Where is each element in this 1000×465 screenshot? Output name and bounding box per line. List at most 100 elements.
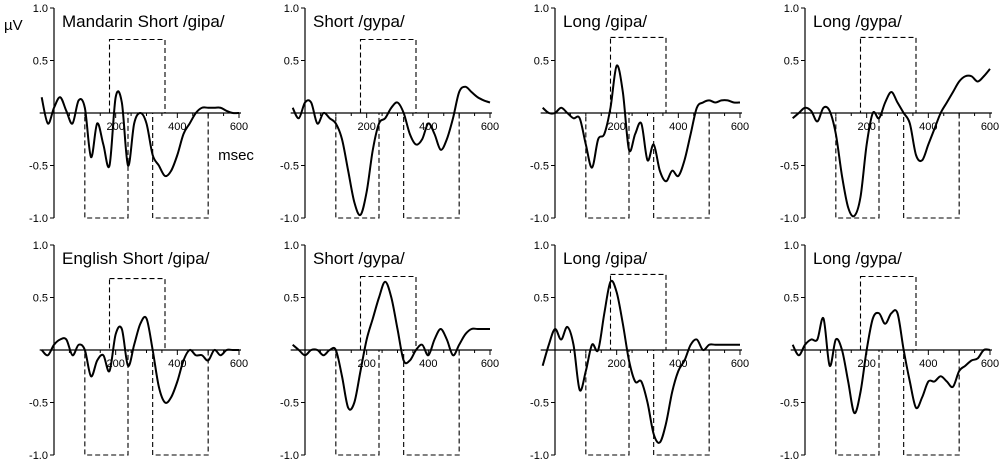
analysis-window xyxy=(903,349,960,456)
y-tick-label: -1.0 xyxy=(280,213,299,225)
y-tick-label: 0.5 xyxy=(33,293,48,305)
x-tick-label: 600 xyxy=(731,121,749,133)
panel-title: Mandarin Short /gipa/ xyxy=(62,12,225,31)
panel-4: 1.0 0.5 -0.5 -1.0 200 400 600 Long /gypa/ xyxy=(780,3,999,225)
x-tick-label: 400 xyxy=(669,358,687,370)
y-tick-label: -0.5 xyxy=(530,161,549,173)
panel-title: Long /gypa/ xyxy=(813,12,902,31)
y-tick-label: -0.5 xyxy=(280,398,299,410)
y-tick-label: 0.5 xyxy=(284,293,299,305)
y-tick-label: 1.0 xyxy=(33,3,48,15)
panel-title: Long /gypa/ xyxy=(813,249,902,268)
y-tick-label: -1.0 xyxy=(29,450,48,462)
waveform-line xyxy=(40,315,239,404)
panel-8: 1.0 0.5 -0.5 -1.0 200 400 600 Long /gypa/ xyxy=(780,240,999,462)
waveform-line xyxy=(791,309,991,415)
waveform-line xyxy=(541,279,740,444)
y-tick-label: -1.0 xyxy=(780,213,799,225)
y-tick-label: 0.5 xyxy=(33,56,48,68)
x-tick-label: 200 xyxy=(857,358,875,370)
waveform-line xyxy=(292,280,490,411)
y-tick-label: -0.5 xyxy=(780,161,799,173)
x-tick-label: 600 xyxy=(981,358,999,370)
waveform-line xyxy=(40,90,240,178)
y-tick-label: -0.5 xyxy=(280,161,299,173)
x-tick-label: 600 xyxy=(731,358,749,370)
x-tick-label: 200 xyxy=(106,358,124,370)
panel-7: 1.0 0.5 -0.5 -1.0 200 400 600 Long /gipa/ xyxy=(530,240,749,462)
x-tick-label: 200 xyxy=(607,121,625,133)
waveform-line xyxy=(541,64,741,183)
analysis-window xyxy=(835,112,880,219)
x-tick-label: 200 xyxy=(857,121,875,133)
analysis-window xyxy=(859,275,917,351)
y-tick-label: -1.0 xyxy=(530,450,549,462)
x-tick-label: 400 xyxy=(168,121,186,133)
y-tick-label: -1.0 xyxy=(29,213,48,225)
y-tick-label: -0.5 xyxy=(29,161,48,173)
y-tick-label: 1.0 xyxy=(784,240,799,252)
analysis-window xyxy=(359,275,417,351)
panel-title: Short /gypa/ xyxy=(313,12,405,31)
x-tick-label: 400 xyxy=(419,358,437,370)
y-tick-label: 0.5 xyxy=(534,56,549,68)
x-tick-label: 600 xyxy=(981,121,999,133)
y-tick-label: 1.0 xyxy=(534,3,549,15)
analysis-window xyxy=(609,36,667,114)
x-tick-label: 400 xyxy=(669,121,687,133)
analysis-window xyxy=(653,112,710,219)
x-tick-label: 200 xyxy=(106,121,124,133)
analysis-window xyxy=(84,349,129,456)
panel-title: English Short /gipa/ xyxy=(62,249,210,268)
y-tick-label: -1.0 xyxy=(780,450,799,462)
x-tick-label: 600 xyxy=(230,358,248,370)
panel-title: Short /gypa/ xyxy=(313,249,405,268)
analysis-window xyxy=(835,349,880,456)
analysis-window xyxy=(108,278,166,351)
analysis-window xyxy=(84,112,129,219)
x-tick-label: 600 xyxy=(230,121,248,133)
analysis-window xyxy=(859,36,917,114)
analysis-window xyxy=(903,112,960,219)
panel-title: Long /gipa/ xyxy=(563,12,647,31)
waveform-line xyxy=(291,85,491,217)
y-tick-label: -1.0 xyxy=(280,450,299,462)
y-tick-label: 0.5 xyxy=(534,293,549,305)
x-tick-label: 400 xyxy=(919,358,937,370)
panel-1: 1.0 0.5 -0.5 -1.0 200 400 600 Mandarin Short /g… xyxy=(29,3,248,225)
waveform-line xyxy=(792,68,991,218)
panel-title: Long /gipa/ xyxy=(563,249,647,268)
y-tick-label: -0.5 xyxy=(530,398,549,410)
x-unit-label: msec xyxy=(218,147,254,164)
y-tick-label: 0.5 xyxy=(784,293,799,305)
y-tick-label: -1.0 xyxy=(530,213,549,225)
analysis-window xyxy=(585,112,630,219)
analysis-window xyxy=(108,38,166,114)
y-tick-label: 0.5 xyxy=(784,56,799,68)
y-unit-label: µV xyxy=(4,17,23,34)
panel-3: 1.0 0.5 -0.5 -1.0 200 400 600 Long /gipa/ xyxy=(530,3,749,225)
analysis-window xyxy=(585,349,630,456)
analysis-window xyxy=(653,349,710,456)
y-tick-label: 1.0 xyxy=(534,240,549,252)
x-tick-label: 600 xyxy=(481,121,499,133)
y-tick-label: 1.0 xyxy=(284,3,299,15)
y-tick-label: 1.0 xyxy=(284,240,299,252)
analysis-window xyxy=(609,273,667,351)
x-tick-label: 200 xyxy=(607,358,625,370)
analysis-window xyxy=(335,112,380,219)
y-tick-label: -0.5 xyxy=(780,398,799,410)
y-tick-label: 0.5 xyxy=(284,56,299,68)
analysis-window xyxy=(152,112,209,219)
analysis-window xyxy=(152,349,209,456)
analysis-window xyxy=(403,112,460,219)
y-tick-label: 1.0 xyxy=(784,3,799,15)
analysis-window xyxy=(335,349,380,456)
y-tick-label: 1.0 xyxy=(33,240,48,252)
x-tick-label: 400 xyxy=(919,121,937,133)
y-tick-label: -0.5 xyxy=(29,398,48,410)
